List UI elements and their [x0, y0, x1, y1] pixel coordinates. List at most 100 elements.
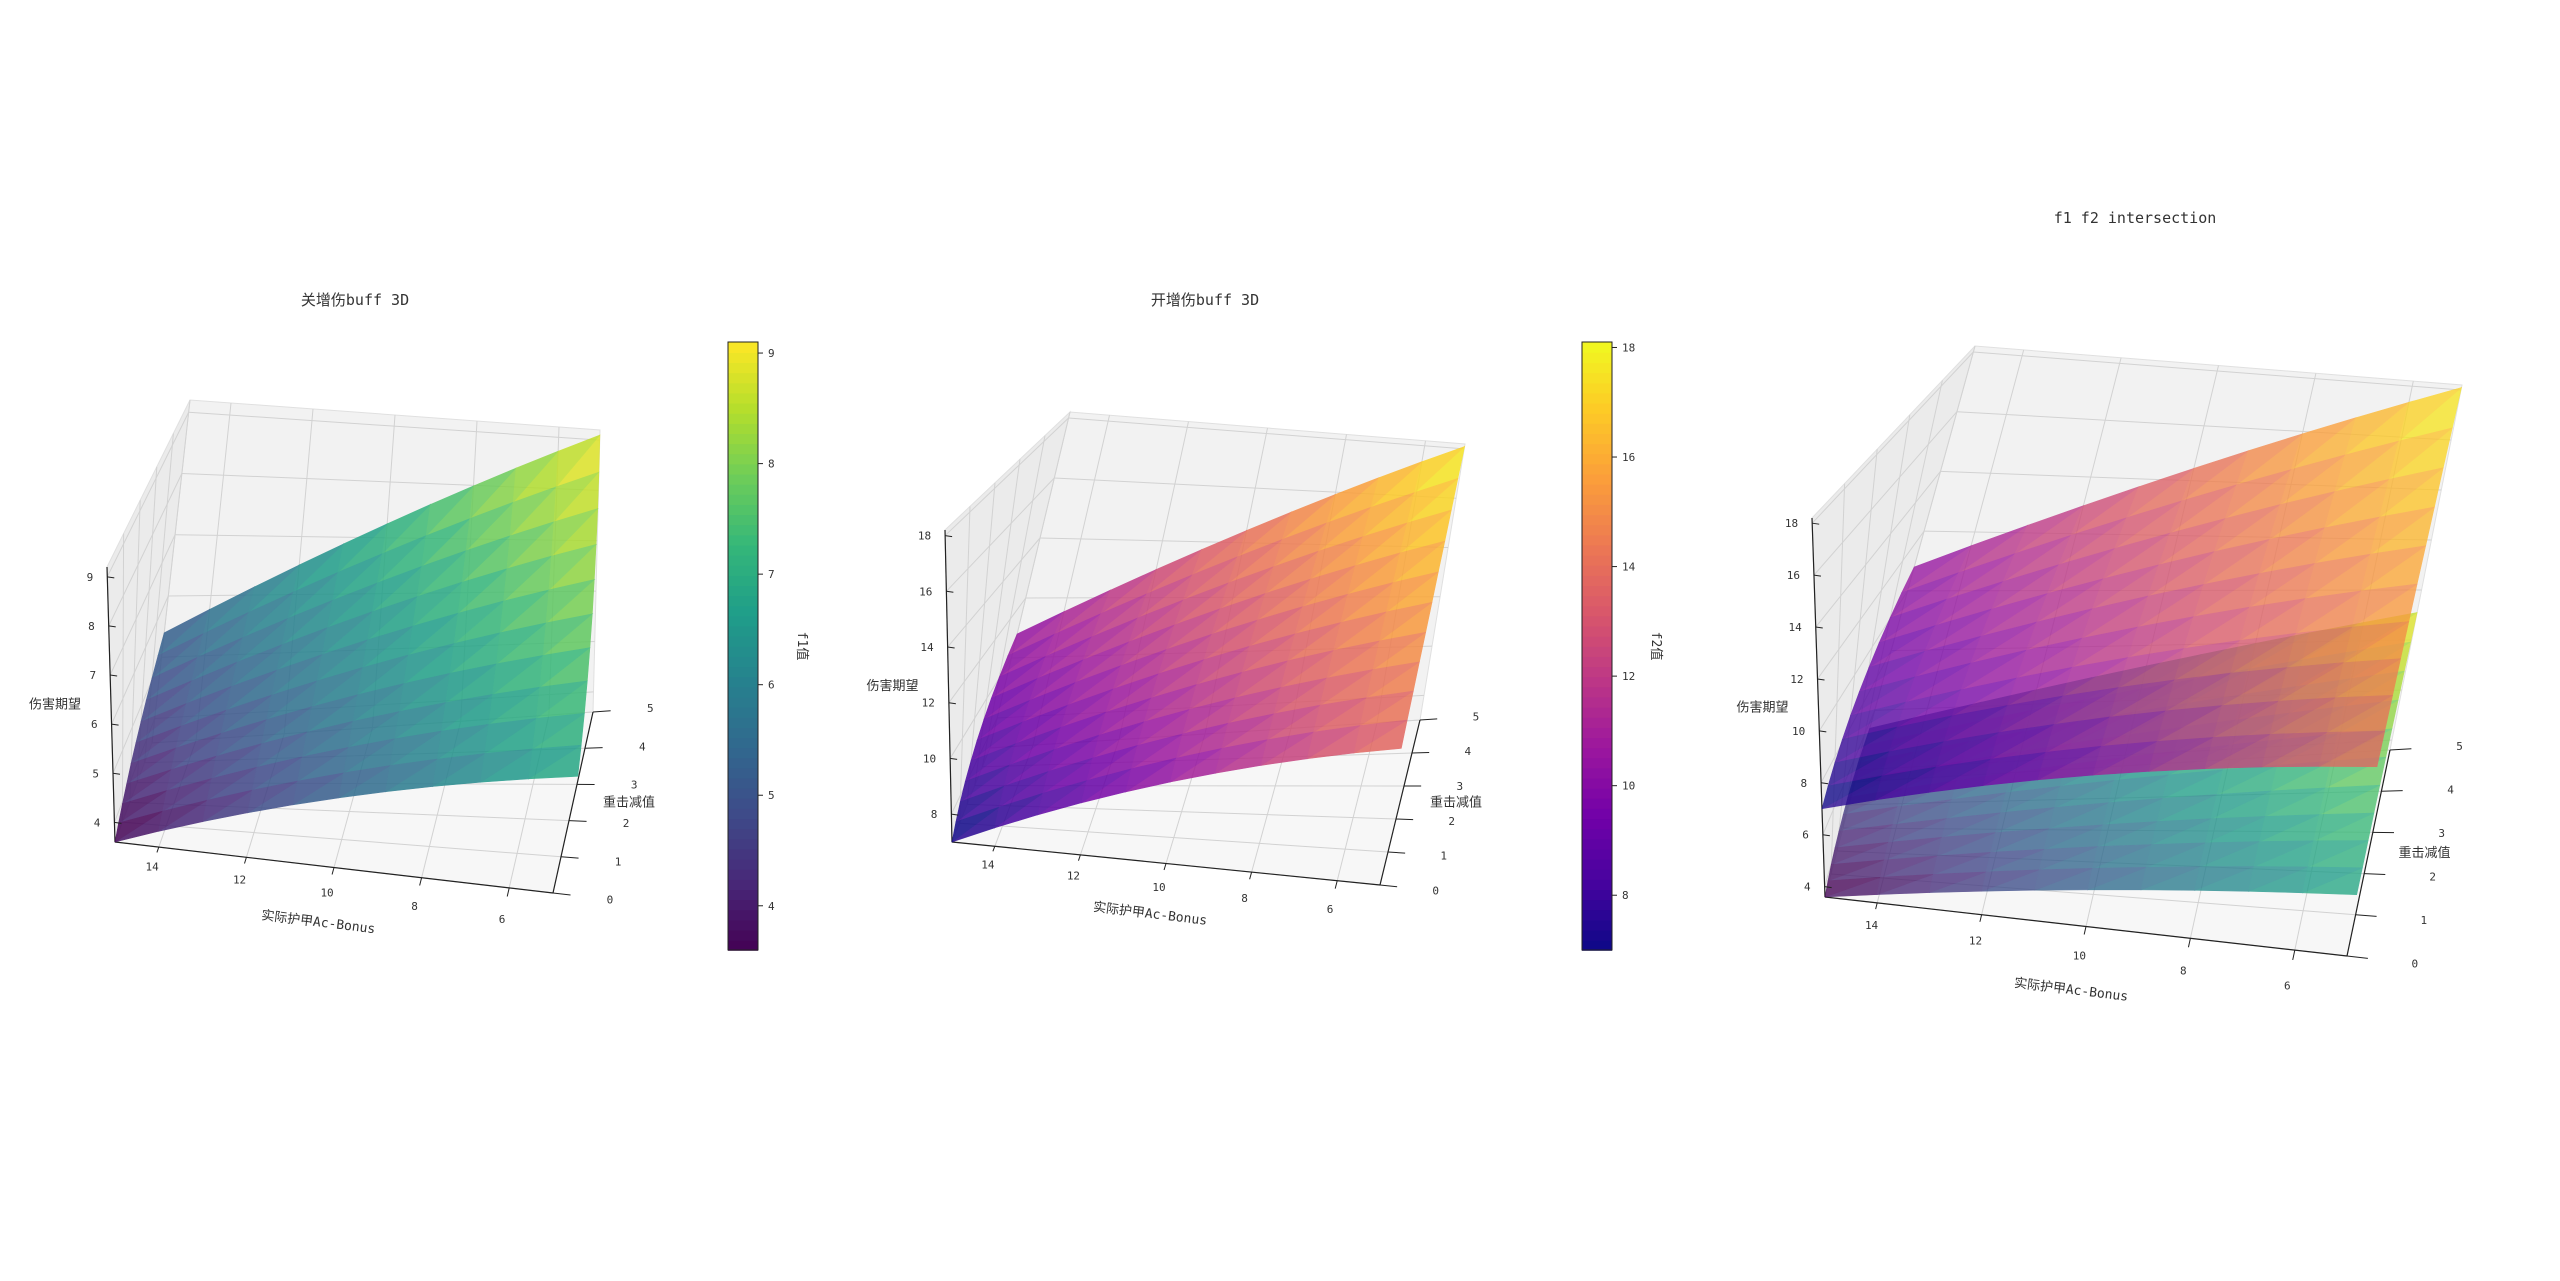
surface-facet [2203, 539, 2270, 586]
colorbar-segment [1582, 504, 1612, 516]
surface-facet [1901, 545, 1972, 594]
surface-facet [1878, 598, 1947, 644]
x-tick-mark [419, 877, 423, 886]
x-tick-mark [331, 867, 335, 875]
surface-facet [1036, 636, 1092, 680]
surface-facet [1037, 780, 1088, 816]
z-tick-label: 6 [1802, 829, 1809, 842]
surface-facet [1196, 646, 1250, 686]
surface-facet [2248, 563, 2315, 608]
surface-facet [2158, 518, 2226, 566]
surface-facet [1914, 636, 1981, 678]
surface-facet [998, 633, 1055, 678]
colorbar-segment [728, 585, 758, 597]
surface-facet [126, 747, 177, 785]
colorbar-segment [1582, 929, 1612, 941]
x-tick-mark [1249, 871, 1253, 880]
y-tick-mark [560, 856, 579, 859]
surface-facet [469, 467, 517, 520]
surface-facet [266, 680, 318, 721]
colorbar-segment [728, 433, 758, 445]
z-axis-line [1811, 517, 1826, 898]
colorbar-segment [1582, 858, 1612, 870]
colorbar-segment [728, 919, 758, 931]
surface-facet [2210, 790, 2272, 820]
surface-facet [2092, 741, 2158, 776]
surface-facet [528, 744, 582, 780]
surface-facet [1934, 581, 2004, 627]
colorbar-segment [728, 787, 758, 799]
surface-facet [1120, 624, 1175, 667]
colorbar-segment [728, 899, 758, 911]
surface-facet [492, 655, 544, 696]
surface-facet [1372, 632, 1426, 671]
colorbar-segment [1582, 564, 1612, 576]
z-tick-mark [112, 772, 121, 775]
surface-facet [2165, 672, 2231, 712]
grid-line-y [129, 500, 141, 803]
colorbar-segment [1582, 575, 1612, 586]
surface-facet [1881, 741, 1944, 777]
surface-facet [2258, 814, 2320, 843]
colorbar-tick-label: 8 [1622, 889, 1629, 902]
surface-facet [1905, 662, 1971, 703]
z-tick-mark [1819, 730, 1827, 733]
surface-facet [352, 683, 404, 722]
colorbar-segment [1582, 534, 1612, 546]
surface-facet [1957, 525, 2028, 574]
z-tick-mark [1821, 782, 1829, 785]
colorbar-segment [1582, 899, 1612, 911]
surface-facet [1827, 859, 1885, 882]
z-tick-mark [107, 576, 115, 579]
surface-facet [2014, 505, 2084, 555]
surface-facet [122, 769, 172, 805]
surface-facet [457, 568, 508, 614]
surface-facet [1970, 621, 2037, 664]
surface-facet [445, 663, 497, 704]
surface-main [114, 434, 601, 843]
y-tick-mark [592, 710, 611, 713]
x-axis-label: 实际护甲Ac-Bonus [1092, 900, 1208, 929]
surface-facet [2314, 516, 2380, 565]
surface-facet [1981, 869, 2040, 892]
colorbar-segment [1582, 423, 1612, 434]
surface-facet [542, 613, 594, 657]
colorbar-segment [728, 605, 758, 617]
surface-facet [998, 771, 1049, 808]
surface-facet [1256, 578, 1311, 621]
colorbar-segment [1582, 666, 1612, 678]
z-tick-label: 7 [90, 669, 97, 682]
colorbar-f1: 4 5 6 7 8 9 f1值 [727, 341, 810, 951]
colorbar-segment [728, 818, 758, 830]
surface-facet [306, 694, 358, 733]
surface-facet [287, 572, 339, 620]
surface-facet [326, 582, 378, 629]
surface-facet [1074, 641, 1130, 684]
surface-facet [1838, 806, 1898, 832]
surface-facet [465, 502, 514, 552]
z-tick-mark [1813, 574, 1822, 577]
colorbar-segment [728, 554, 758, 566]
surface-facet [398, 673, 451, 713]
surface-facet [2199, 841, 2260, 868]
colorbar-segment [1582, 524, 1612, 536]
x-tick-mark [1875, 902, 1878, 910]
surface-facet [196, 612, 249, 659]
surface-facet [247, 564, 300, 614]
surface-facet [2334, 440, 2400, 493]
colorbar-tick-label: 9 [768, 347, 775, 360]
colorbar-segment [1582, 473, 1612, 485]
surface-facet [1165, 608, 1221, 651]
z-tick-mark [951, 813, 959, 816]
surface-facet [1266, 704, 1321, 741]
surface-facet [2213, 504, 2281, 553]
surface-facet [114, 810, 163, 843]
surface-facet [994, 793, 1043, 829]
colorbar-segment [728, 879, 758, 890]
surface-facet [970, 721, 1023, 762]
x-tick-label: 14 [1865, 919, 1879, 932]
z-tick-label: 12 [922, 697, 935, 710]
surface-facet [976, 700, 1030, 741]
surface-facet [425, 485, 474, 537]
grid-line-z [109, 534, 176, 676]
